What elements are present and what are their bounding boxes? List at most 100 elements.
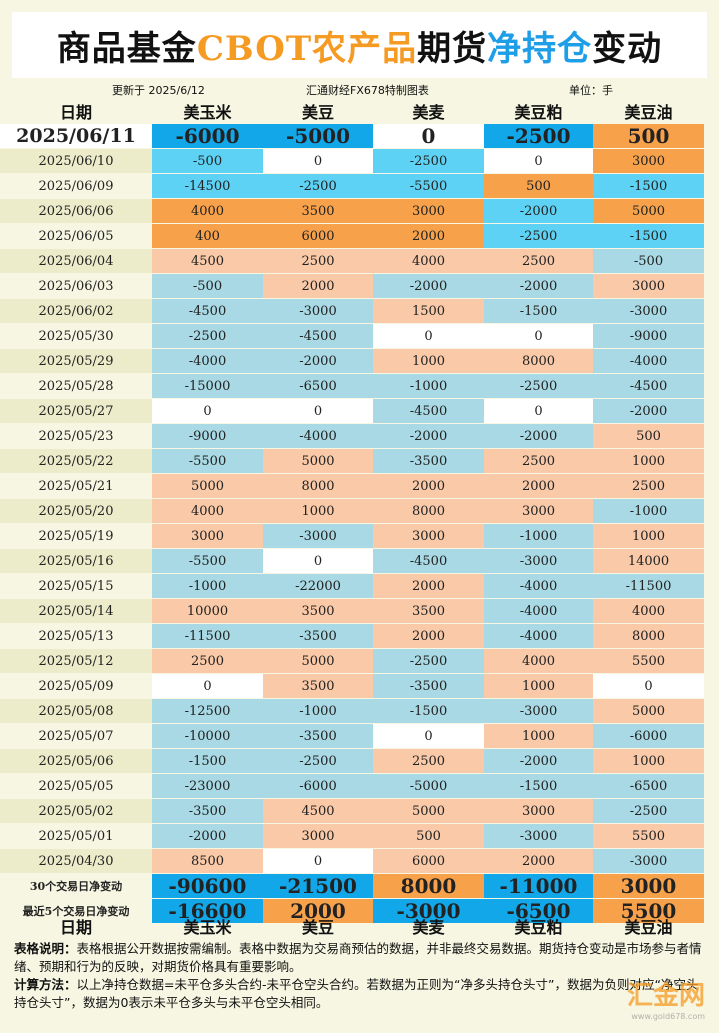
value-cell-soymeal: 500 — [484, 174, 593, 198]
value-cell-soybean: 1000 — [263, 499, 373, 523]
table-row: 2025/05/27 0 0 -4500 0 -2000 — [0, 399, 719, 423]
value-cell-wheat: 4000 — [373, 249, 484, 273]
value-cell-soymeal: -1000 — [484, 524, 593, 548]
note-text-method: 以上净持仓数据=未平仓多头合约-未平仓空头合约。若数据为正则为“净多头持仓头寸”… — [14, 977, 699, 1010]
value-cell-soymeal: -2500 — [484, 224, 593, 248]
note-label-description: 表格说明： — [14, 941, 77, 956]
value-cell-corn: -5500 — [152, 449, 263, 473]
value-cell-soyoil: 5500 — [593, 649, 704, 673]
value-cell-soymeal: 1000 — [484, 674, 593, 698]
value-cell-soyoil: 1000 — [593, 749, 704, 773]
value-cell-corn: -4500 — [152, 299, 263, 323]
value-cell-wheat: 6000 — [373, 849, 484, 873]
watermark-url: www.gold678.com — [631, 1012, 705, 1021]
value-cell-corn: 2500 — [152, 649, 263, 673]
value-cell-soymeal: 0 — [484, 399, 593, 423]
value-cell-soybean: 5000 — [263, 449, 373, 473]
value-cell-soyoil: 5000 — [593, 199, 704, 223]
value-cell-soyoil: -11500 — [593, 574, 704, 598]
date-cell: 2025/05/30 — [38, 328, 114, 344]
value-cell-corn: -500 — [152, 149, 263, 173]
value-cell-soybean: -5000 — [263, 124, 373, 148]
updated-date: 更新于 2025/6/12 — [112, 84, 205, 97]
table-row: 2025/06/09 -14500 -2500 -5500 500 -1500 — [0, 174, 719, 198]
value-cell-soyoil: 500 — [593, 424, 704, 448]
date-cell: 2025/05/23 — [38, 428, 114, 444]
date-cell: 2025/05/28 — [38, 378, 114, 394]
table-row: 2025/05/21 5000 8000 2000 2000 2500 — [0, 474, 719, 498]
value-cell-corn: -1000 — [152, 574, 263, 598]
value-cell-soybean: -2500 — [263, 749, 373, 773]
value-cell-soybean: -4500 — [263, 324, 373, 348]
value-cell-soyoil: 5500 — [593, 824, 704, 848]
value-cell-soyoil: -1500 — [593, 174, 704, 198]
header-row-bottom: 日期 美玉米 美豆 美麦 美豆粕 美豆油 — [0, 915, 719, 937]
value-cell-soymeal: 2000 — [484, 849, 593, 873]
header-date: 日期 — [59, 918, 92, 937]
value-cell-corn: 400 — [152, 224, 263, 248]
value-cell-wheat: 1500 — [373, 299, 484, 323]
date-cell: 2025/05/12 — [0, 649, 152, 673]
value-cell-soybean: -4000 — [263, 424, 373, 448]
value-cell-soybean: 0 — [263, 849, 373, 873]
header-soymeal: 美豆粕 — [514, 918, 563, 937]
value-cell-soybean: -6000 — [263, 774, 373, 798]
value-cell-soymeal: -3000 — [484, 549, 593, 573]
date-cell: 2025/05/08 — [0, 699, 152, 723]
value-cell-wheat: -4500 — [373, 549, 484, 573]
value-cell-wheat: -2000 — [373, 274, 484, 298]
header-soyoil: 美豆油 — [624, 103, 673, 122]
value-cell-wheat: 3000 — [373, 199, 484, 223]
date-cell: 2025/05/14 — [0, 599, 152, 623]
value-cell-corn: -500 — [152, 274, 263, 298]
table-row: 2025/05/19 3000 -3000 3000 -1000 1000 — [0, 524, 719, 548]
table-row: 2025/05/01 -2000 3000 500 -3000 5500 — [0, 824, 719, 848]
watermark-text: 汇金网 — [626, 981, 705, 1011]
value-cell-soymeal: -4000 — [484, 599, 593, 623]
value-cell-soybean: -3500 — [263, 624, 373, 648]
value-cell-corn: 4500 — [152, 249, 263, 273]
date-cell: 2025/04/30 — [0, 849, 152, 873]
value-cell-soyoil: 3000 — [593, 274, 704, 298]
value-cell-wheat: -3000 — [373, 899, 484, 923]
title-part1: 商品基金 — [56, 28, 197, 69]
value-cell-wheat: 0 — [373, 124, 484, 148]
value-cell-soyoil: -500 — [593, 249, 704, 273]
value-cell-soyoil: 3000 — [593, 874, 704, 898]
header-row-top: 日期 美玉米 美豆 美麦 美豆粕 美豆油 — [0, 100, 719, 122]
value-cell-soybean: -1000 — [263, 699, 373, 723]
value-cell-wheat: -3500 — [373, 674, 484, 698]
table-row: 2025/05/02 -3500 4500 5000 3000 -2500 — [0, 799, 719, 823]
header-wheat: 美麦 — [412, 103, 445, 122]
value-cell-soybean: 3500 — [263, 599, 373, 623]
value-cell-soybean: 3000 — [263, 824, 373, 848]
value-cell-soybean: -2500 — [263, 174, 373, 198]
header-wheat: 美麦 — [412, 918, 445, 937]
value-cell-corn: 4000 — [152, 199, 263, 223]
value-cell-soyoil: -1000 — [593, 499, 704, 523]
value-cell-soymeal: -2000 — [484, 424, 593, 448]
summary-row: 30个交易日净变动 -90600 -21500 8000 -11000 3000 — [0, 874, 719, 898]
value-cell-corn: -23000 — [152, 774, 263, 798]
value-cell-soymeal: -2000 — [484, 199, 593, 223]
header-soyoil: 美豆油 — [624, 918, 673, 937]
value-cell-corn: 0 — [152, 674, 263, 698]
table-row: 2025/05/06 -1500 -2500 2500 -2000 1000 — [0, 749, 719, 773]
value-cell-soyoil: 1000 — [593, 524, 704, 548]
value-cell-corn: -15000 — [152, 374, 263, 398]
value-cell-soymeal: 0 — [484, 324, 593, 348]
value-cell-soymeal: 4000 — [484, 649, 593, 673]
value-cell-soyoil: 14000 — [593, 549, 704, 573]
note-method: 计算方法：以上净持仓数据=未平仓多头合约-未平仓空头合约。若数据为正则为“净多头… — [14, 976, 704, 1012]
date-cell: 2025/06/11 — [0, 124, 152, 148]
value-cell-soymeal: -11000 — [484, 874, 593, 898]
value-cell-soyoil: 8000 — [593, 624, 704, 648]
value-cell-wheat: 0 — [373, 324, 484, 348]
value-cell-wheat: 8000 — [373, 874, 484, 898]
value-cell-soybean: -2000 — [263, 349, 373, 373]
summary-label: 最近5个交易日净变动 — [22, 905, 130, 918]
date-cell: 2025/05/07 — [38, 728, 114, 744]
value-cell-wheat: -2500 — [373, 649, 484, 673]
value-cell-wheat: 5000 — [373, 799, 484, 823]
date-cell: 2025/05/20 — [0, 499, 152, 523]
